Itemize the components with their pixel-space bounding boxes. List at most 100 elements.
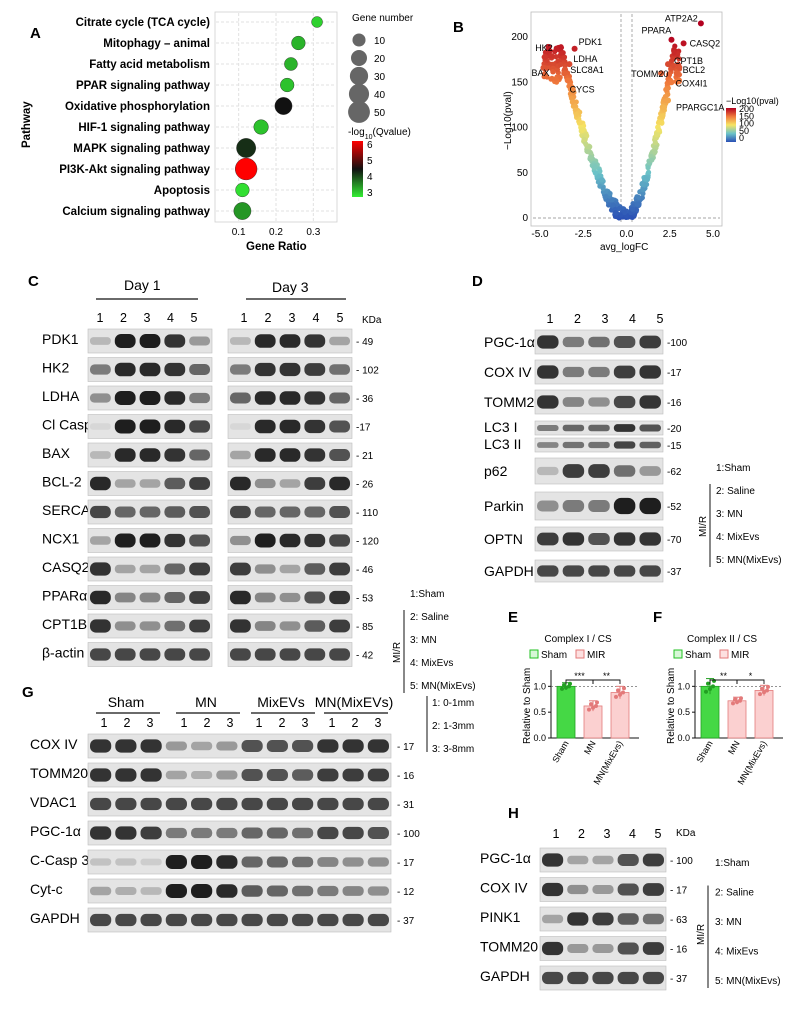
blot-band (89, 476, 111, 491)
bar-mn-mixevs (610, 692, 630, 739)
lane-mixevs-1: 1 (256, 716, 263, 730)
blot-band (592, 912, 614, 926)
day3-blot-casq2 (227, 556, 353, 582)
data-point (733, 697, 737, 702)
day1-blot-ncx1 (87, 528, 213, 553)
lane-mn-1: 1 (181, 716, 188, 730)
blot-band (567, 912, 589, 926)
bar-mn-mixevs (754, 690, 774, 739)
blot-membrane (87, 849, 392, 875)
data-point (731, 701, 735, 706)
data-point (568, 681, 572, 686)
legend-item-2: 2: Saline (410, 612, 449, 623)
blot-band (537, 335, 559, 349)
blot-band (317, 797, 339, 811)
volcano-point (607, 190, 613, 197)
blot-band (639, 365, 661, 379)
blot-band (329, 420, 351, 433)
blot-band (254, 448, 276, 462)
blot-band (189, 506, 211, 518)
mw-label-cox-iv: -17 (667, 368, 682, 379)
blot-band (229, 535, 251, 546)
blot-band (229, 562, 251, 576)
blot-band (617, 913, 639, 925)
panel-c-western-blot: Day 1 Day 3 KDa 1 1 2 2 3 3 4 4 5 5 PDK1 - 49 HK2 - 1… (42, 277, 476, 693)
blot-band (266, 827, 288, 839)
blot-band (567, 884, 589, 895)
blot-band (292, 913, 314, 927)
mw-label-gapdh: - 37 (670, 974, 688, 985)
legend-item-1: 1:Sham (715, 858, 749, 869)
gene-label-cycs: CYCS (570, 84, 595, 94)
mw-label-pgc-1: - 100 (397, 829, 420, 840)
x-tick-0-1: 0.1 (232, 227, 246, 238)
gene-label-hk2: HK2 (535, 43, 553, 53)
blot-band (639, 497, 661, 515)
data-point (766, 684, 770, 689)
volcano-frame (530, 11, 723, 227)
blot-band (329, 392, 351, 404)
blot-band (562, 532, 585, 546)
blot-band (114, 479, 136, 488)
blot-band (216, 913, 238, 927)
size-legend-label: 50 (374, 108, 386, 119)
legend-item-5: 5: MN(MixEvs) (715, 976, 781, 987)
blot-band (367, 768, 389, 782)
blot-band (216, 884, 238, 898)
blot-band (542, 853, 564, 867)
blot-band (241, 740, 263, 752)
gene-point-cox4i1 (668, 79, 675, 86)
blot-band (367, 886, 389, 896)
blot-label-parkin: Parkin (484, 498, 524, 514)
blot-band (588, 464, 610, 478)
blot-band (562, 366, 585, 378)
blot-cyt-c (87, 878, 392, 904)
blot-label-tomm20: TOMM20 (30, 765, 88, 781)
blot-band (241, 913, 263, 927)
group-label-mn-mixevs: MN(MixEVs) (315, 694, 394, 710)
panel-letter-b: B (453, 19, 464, 36)
mw-label-cpt1b: - 85 (356, 622, 374, 633)
volcano-point (569, 99, 575, 105)
volcano-point (636, 194, 642, 201)
blot-band (266, 913, 288, 927)
day1-lane-3: 3 (144, 311, 151, 325)
legend-sham: Sham (685, 650, 711, 661)
blot-band (329, 449, 351, 461)
lane-5: 5 (655, 827, 662, 841)
blot-gapdh (87, 907, 392, 933)
y-tick: 50 (517, 168, 529, 179)
size-legend-dot (348, 101, 370, 123)
legend-item-3: 3: MN (716, 509, 743, 520)
blot-label-lc3-i: LC3 I (484, 419, 517, 435)
day3-blot-cl-casp-3 (227, 414, 353, 439)
x-axis-label: avg_logFC (600, 242, 648, 253)
volcano-point (670, 62, 677, 68)
lane-1: 1 (553, 827, 560, 841)
blot-band (165, 770, 187, 780)
blot-band (279, 564, 301, 574)
day3-blot-ncx1 (227, 528, 353, 553)
legend-item-1: 1:Sham (716, 463, 750, 474)
volcano-point (550, 61, 556, 67)
pval-legend-tick: 150 (739, 111, 754, 121)
point-citrate-cycle-tca-cycle (311, 16, 323, 28)
blot-band (537, 532, 559, 546)
blot-band (189, 477, 211, 490)
blot-band (115, 826, 137, 840)
blot-band (588, 366, 610, 378)
volcano-point (597, 168, 603, 174)
gene-label-slc8a1: SLC8A1 (570, 65, 604, 75)
blot-band (279, 334, 301, 348)
blot-band (613, 465, 636, 477)
blot-band (114, 592, 136, 603)
point-oxidative-phosphorylation (274, 97, 293, 115)
blot-cox-iv (534, 359, 664, 385)
volcano-point (613, 210, 620, 216)
blot-band (342, 886, 364, 896)
blot-band (139, 334, 161, 348)
blot-band (229, 619, 251, 633)
blot-label-p62: p62 (484, 463, 508, 479)
blot-band (89, 648, 111, 661)
blot-band (189, 562, 211, 576)
